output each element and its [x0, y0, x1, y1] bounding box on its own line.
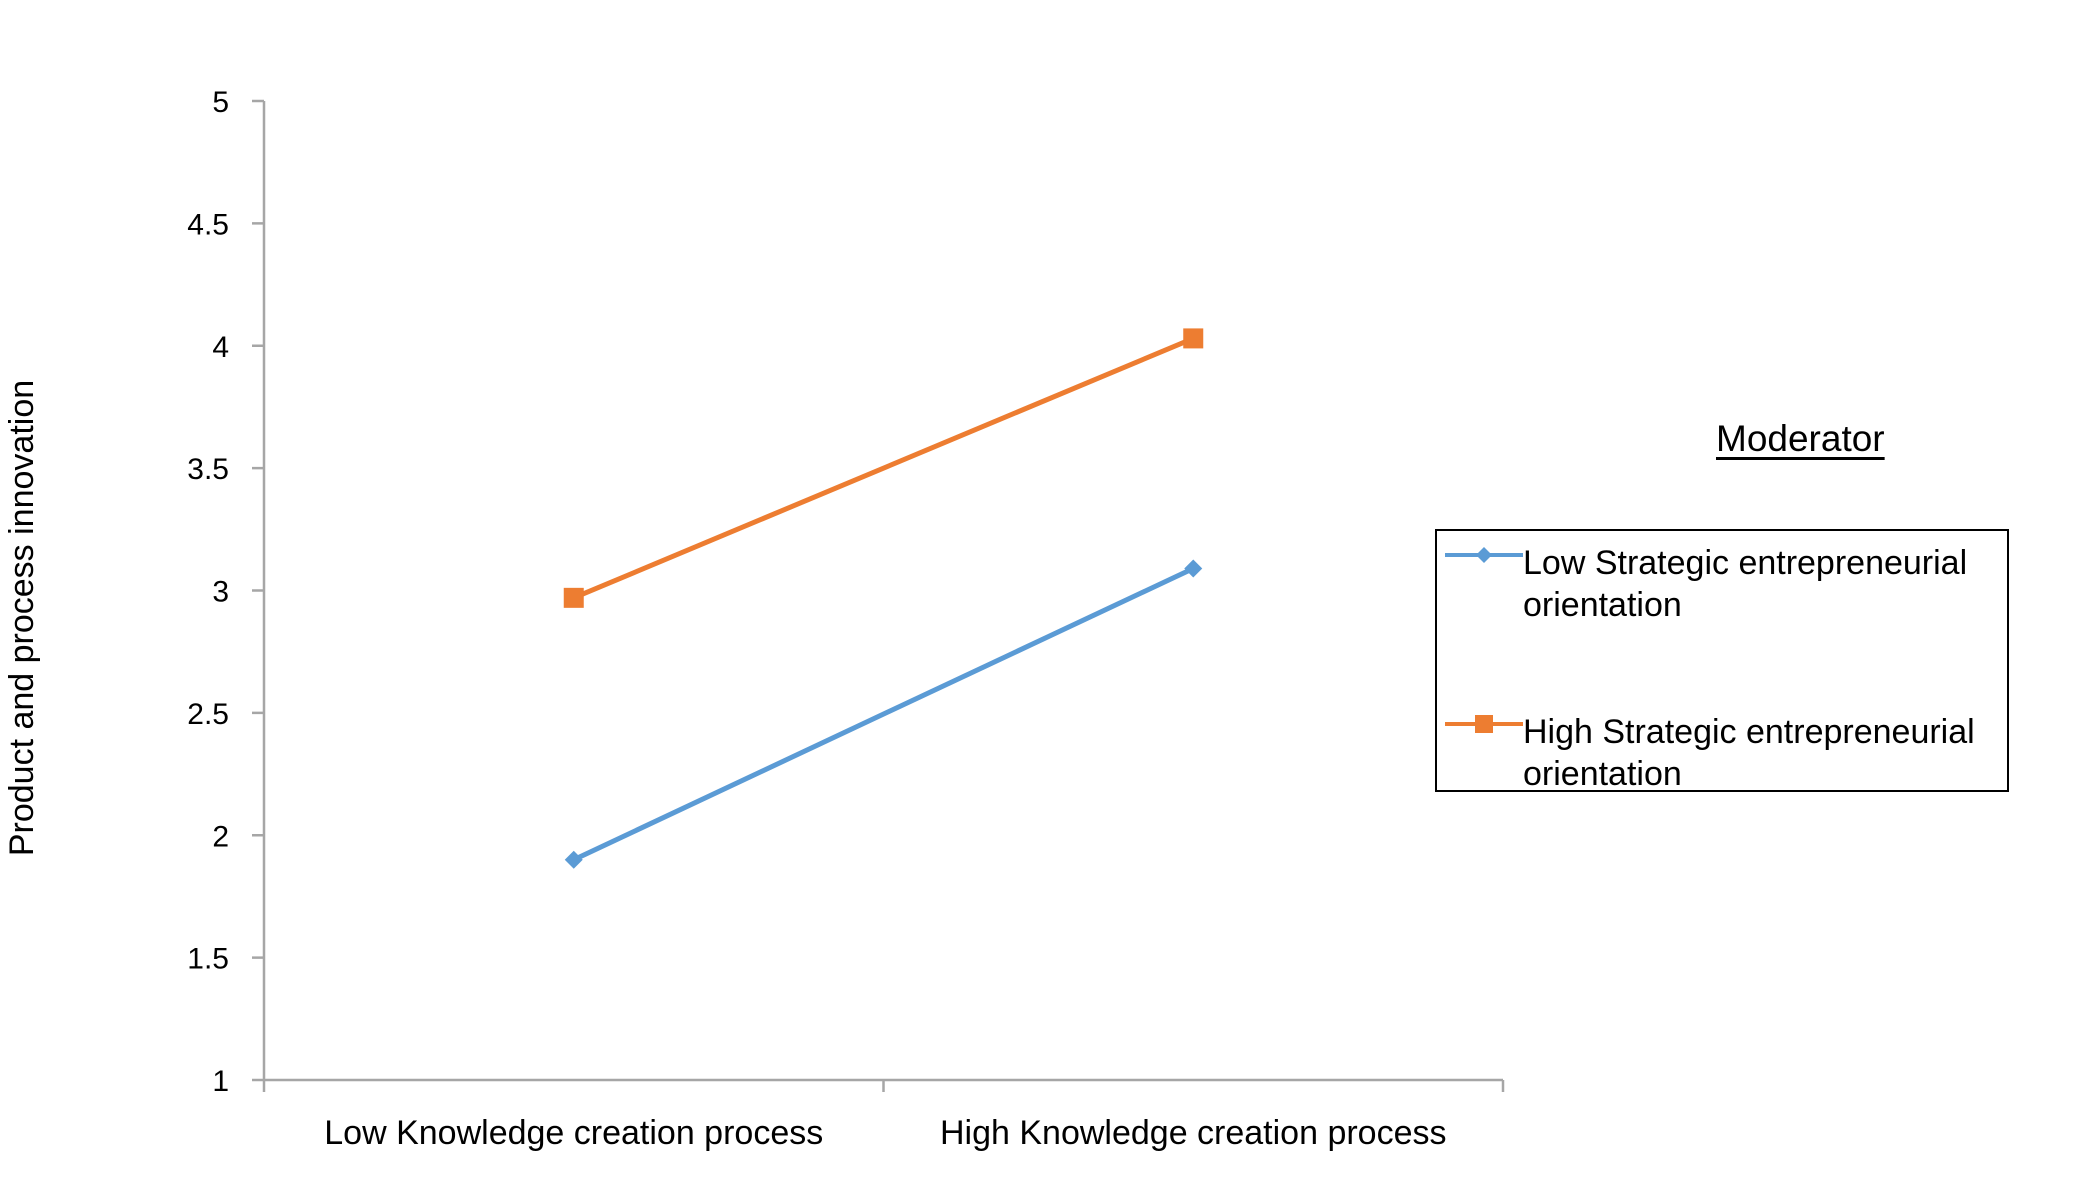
y-tick-label: 3.5 [187, 453, 229, 486]
legend-entry-low: Low Strategic entrepreneurial orientatio… [1437, 531, 2007, 624]
series-line [572, 566, 1195, 862]
legend-label-high: High Strategic entrepreneurial orientati… [1523, 713, 1975, 793]
legend: Low Strategic entrepreneurial orientatio… [1435, 529, 2009, 793]
y-tick-label: 4.5 [187, 208, 229, 241]
x-tick-label: High Knowledge creation process [940, 1114, 1447, 1152]
axes [262, 101, 1503, 1082]
series-line [572, 336, 1195, 601]
data-point [564, 850, 583, 869]
data-point [563, 587, 584, 608]
y-tick-label: 1 [212, 1065, 229, 1098]
y-tick-label: 5 [212, 86, 229, 119]
legend-label-low: Low Strategic entrepreneurial orientatio… [1523, 544, 1968, 624]
data-point [1184, 559, 1203, 578]
x-tick-label: Low Knowledge creation process [324, 1114, 823, 1152]
legend-entry-high: High Strategic entrepreneurial orientati… [1437, 700, 2007, 793]
series-layer [563, 328, 1204, 869]
data-point [1183, 328, 1204, 349]
legend-title: Moderator [1716, 418, 1885, 459]
y-axis-label: Product and process innovation [3, 380, 41, 856]
y-tick-label: 2 [212, 820, 229, 853]
legend-swatch-high [1445, 715, 1523, 733]
y-tick-label: 3 [212, 576, 229, 609]
y-tick-label: 1.5 [187, 943, 229, 976]
legend-swatch-low [1445, 547, 1523, 563]
series-high [563, 328, 1204, 608]
y-tick-label: 4 [212, 331, 229, 364]
y-axis-ticks: 1 1.5 2 2.5 3 3.5 4 4.5 5 [187, 86, 264, 1098]
y-tick-label: 2.5 [187, 698, 229, 731]
series-low [564, 559, 1203, 869]
x-axis-ticks: Low Knowledge creation process High Knowl… [262, 1080, 1505, 1152]
